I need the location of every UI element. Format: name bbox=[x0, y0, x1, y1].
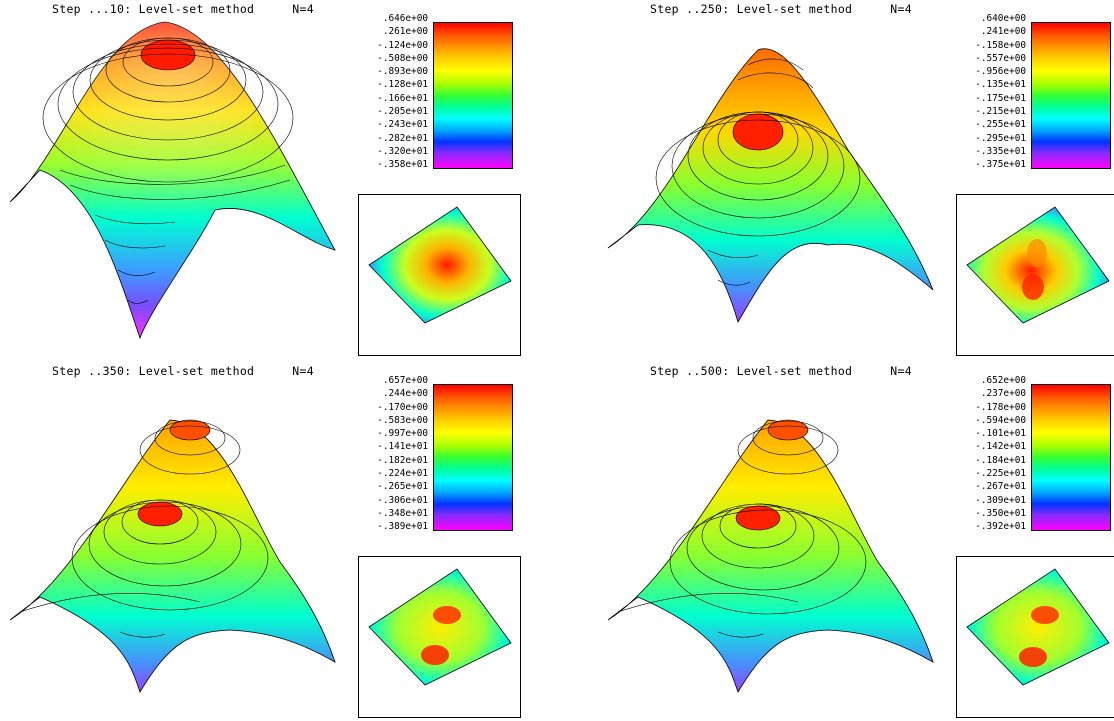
surface-plot bbox=[9, 21, 336, 340]
colorbar bbox=[1031, 22, 1111, 169]
colorbar-labels: .652e+00.237e+00 -.178e+00 -.594e+00 -.101e… bbox=[975, 375, 1026, 533]
panel-step-350: Step ..350: Level-set method N=4 .657e+00… bbox=[0, 362, 557, 721]
top-view-inset bbox=[358, 194, 521, 356]
top-view-inset bbox=[956, 556, 1114, 718]
colorbar bbox=[433, 384, 513, 531]
panel-title: Step ...10: Level-set method N=4 bbox=[52, 2, 314, 16]
panel-title: Step ..500: Level-set method N=4 bbox=[650, 364, 912, 378]
panel-title: Step ..250: Level-set method N=4 bbox=[650, 2, 912, 16]
colorbar bbox=[433, 22, 513, 169]
panel-title: Step ..350: Level-set method N=4 bbox=[52, 364, 314, 378]
colorbar bbox=[1031, 384, 1111, 531]
surface-plot bbox=[9, 419, 336, 693]
colorbar-labels: .640e+00.241e+00 -.158e+00 -.557e+00 -.956e… bbox=[975, 13, 1026, 171]
colorbar-labels: .646e+00.261e+00 -.124e+00 -.508e+00 -.893e… bbox=[377, 13, 428, 171]
colorbar-labels: .657e+00.244e+00 -.170e+00 -.583e+00 -.997e… bbox=[377, 375, 428, 533]
panel-step-500: Step ..500: Level-set method N=4 .652e+00… bbox=[598, 362, 1114, 721]
top-view-inset bbox=[358, 556, 521, 718]
top-view-inset bbox=[956, 194, 1114, 356]
panel-step-10: Step ...10: Level-set method N=4 .646e+00… bbox=[0, 0, 557, 359]
panel-step-250: Step ..250: Level-set method N=4 .640e+00… bbox=[598, 0, 1114, 359]
surface-plot bbox=[607, 419, 934, 693]
surface-plot bbox=[607, 48, 934, 324]
